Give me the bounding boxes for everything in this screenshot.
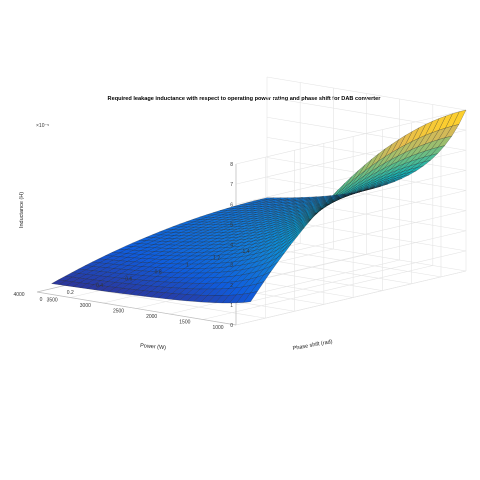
floor-gridline [169,259,400,315]
wall-gridline [235,230,467,286]
x-tick-label: 1500 [179,320,190,326]
y-tick-label: 0.2 [67,290,74,296]
x-tick-label: 1000 [212,325,223,331]
z-tick-label: 2 [230,283,233,289]
y-tick-label: 0 [40,297,43,303]
wall-gridline [235,270,467,326]
surface-mesh [51,109,467,304]
y-tick-label: 1 [186,263,189,269]
wall-gridline [235,109,467,165]
wall-gridline [266,177,467,211]
surface-patch [51,279,66,285]
z-tick-label: 4 [230,243,233,249]
y-tick-label: 1.4 [243,249,250,255]
y-axis-label: Phase shift (rad) [292,339,333,352]
z-tick-label: 0 [230,323,233,329]
axis-line [36,291,237,326]
z-axis-exponent: ×10⁻⁵ [36,123,49,129]
chart-title: Required leakage inductance with respect… [108,96,382,102]
x-tick-label: 3000 [80,303,91,309]
y-tick-label: 0.6 [125,276,132,282]
y-tick-label: 1.2 [213,256,220,262]
z-tick-label: 7 [230,182,233,188]
z-tick-label: 6 [230,202,233,208]
wall-gridline [266,237,467,272]
z-tick-label: 1 [230,303,233,309]
x-axis-label: Power (W) [140,343,167,351]
floor-gridline [66,284,266,319]
y-tick-label: 0.4 [96,283,103,289]
z-tick-label: 3 [230,263,233,269]
x-tick-label: 3500 [47,298,58,304]
wall-gridline [266,76,467,111]
wall-gridline [266,137,467,171]
floor-gridline [202,265,433,320]
x-tick-label: 4000 [13,292,24,298]
x-tick-label: 2000 [146,314,157,320]
z-tick-label: 8 [230,162,233,168]
wall-gridline [235,250,467,306]
y-tick-label: 0.8 [155,269,162,275]
x-tick-label: 2500 [113,309,124,315]
tick-labels: 1000 1500 2000 2500 3000 3500 4000 0 0.2 0.4 0.6 0.… [13,162,249,331]
z-axis-label: Inductance (H) [19,192,25,228]
z-tick-label: 5 [230,222,233,228]
